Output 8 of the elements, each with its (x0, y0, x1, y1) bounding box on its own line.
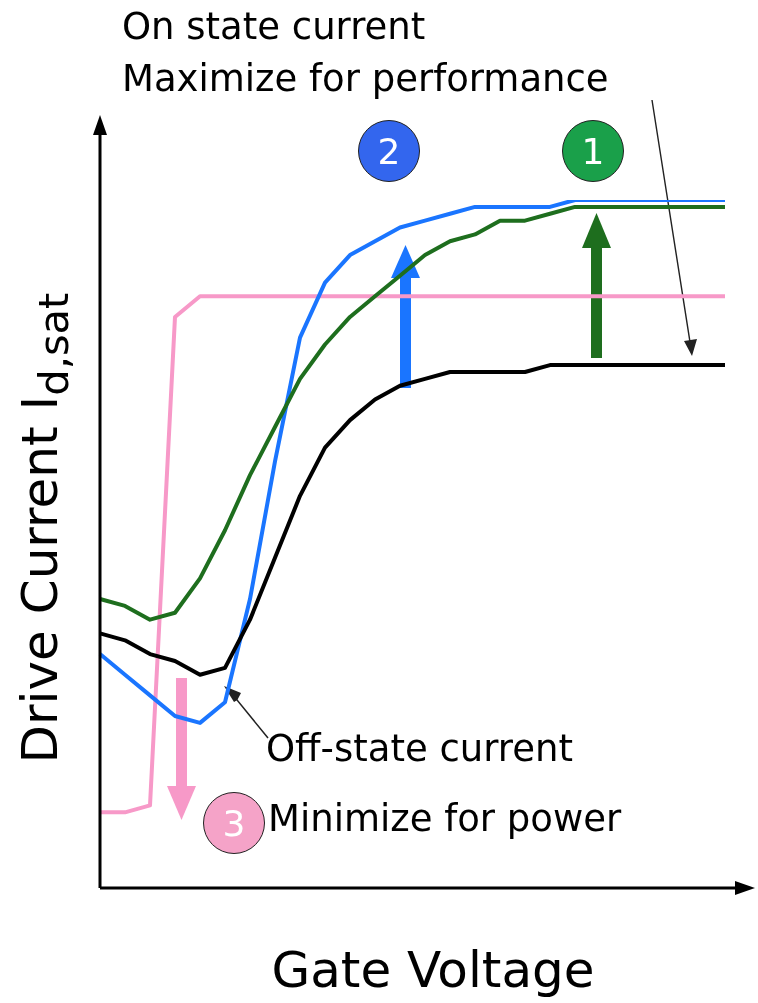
numbered-circle: 3 (203, 792, 265, 854)
numbered-circle: 2 (358, 120, 420, 182)
numbered-circle: 1 (562, 120, 624, 182)
annotation: Minimize for power (268, 797, 622, 840)
text: On state current (122, 5, 426, 48)
text: Maximize for performance (122, 57, 609, 100)
annotation: Off-state current (266, 727, 573, 770)
x-axis-title: Gate Voltage (271, 941, 595, 999)
